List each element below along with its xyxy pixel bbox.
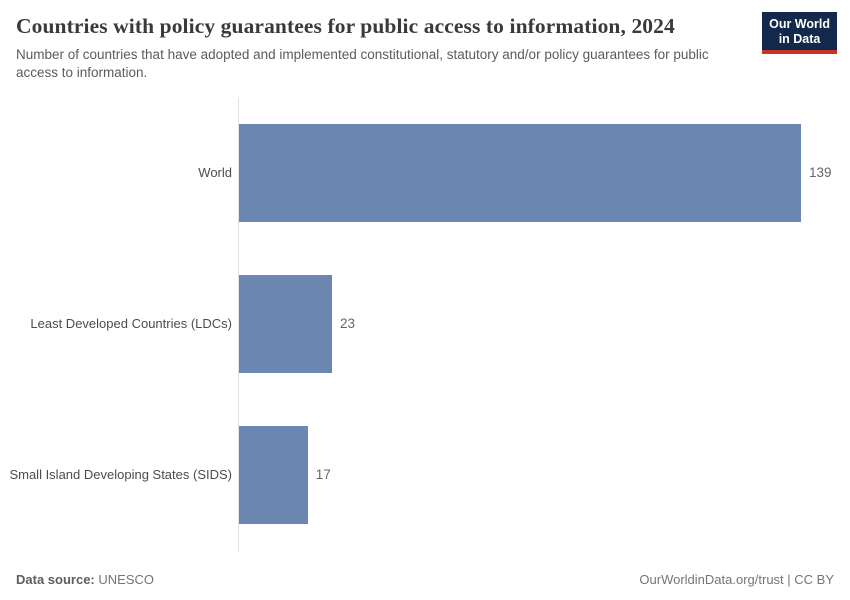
value-label: 23 [339, 316, 356, 331]
data-source-value: UNESCO [98, 572, 154, 587]
owid-logo-line2: in Data [778, 31, 821, 46]
bar-row-sids: Small Island Developing States (SIDS) 17 [0, 399, 850, 550]
bar-sids [239, 425, 308, 524]
category-label: World [198, 165, 232, 180]
chart-title: Countries with policy guarantees for pub… [16, 14, 675, 38]
bar-ldcs [239, 274, 332, 373]
value-label: 139 [809, 165, 832, 180]
category-label: Small Island Developing States (SIDS) [9, 467, 232, 482]
bar-row-ldcs: Least Developed Countries (LDCs) 23 [0, 248, 850, 399]
bar-zone: 17 [232, 425, 850, 524]
chart-subtitle: Number of countries that have adopted an… [16, 47, 709, 80]
category-label: Least Developed Countries (LDCs) [30, 316, 232, 331]
bar-row-world: World 139 [0, 97, 850, 248]
owid-logo[interactable]: Our World in Data [762, 12, 837, 54]
chart-header: Countries with policy guarantees for pub… [16, 12, 837, 82]
bar-chart: World 139 Least Developed Countries (LDC… [0, 97, 850, 552]
bar-zone: 23 [232, 274, 850, 373]
chart-footer: Data source: UNESCO OurWorldinData.org/t… [16, 572, 834, 587]
data-source: Data source: UNESCO [16, 572, 154, 587]
y-axis-line [238, 97, 239, 552]
value-label: 17 [315, 467, 331, 482]
owid-logo-line1: Our World [769, 17, 830, 31]
data-source-label: Data source: [16, 572, 95, 587]
bar-world [239, 123, 801, 222]
attribution-link[interactable]: OurWorldinData.org/trust | CC BY [639, 572, 834, 587]
bar-zone: 139 [232, 123, 850, 222]
